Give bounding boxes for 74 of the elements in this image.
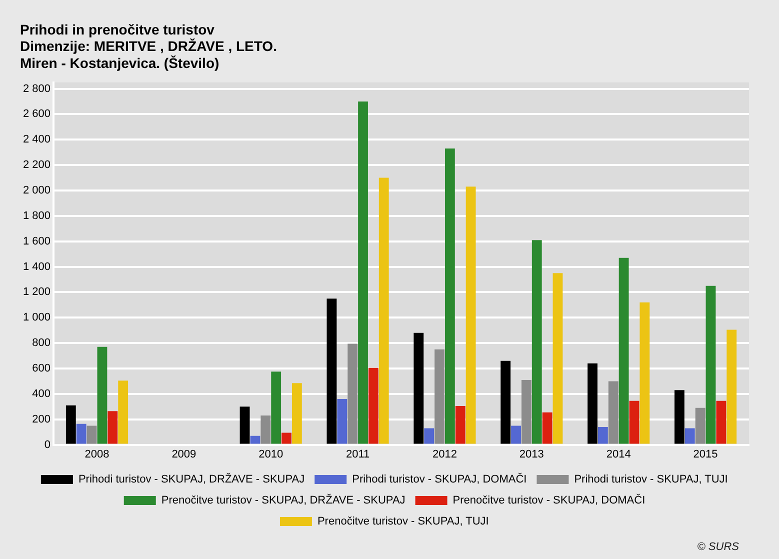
bar	[618, 258, 629, 444]
legend-label: Prenočitve turistov - SKUPAJ, TUJI	[317, 516, 489, 528]
bar	[337, 399, 348, 444]
bar	[348, 344, 358, 444]
bar	[424, 428, 434, 444]
bar	[358, 101, 368, 444]
bar	[444, 148, 455, 444]
bar	[434, 349, 444, 444]
y-tick-label: 200	[32, 413, 51, 426]
x-tick-label: 2014	[606, 448, 631, 460]
bar	[674, 390, 684, 444]
bar	[608, 381, 618, 444]
bar	[552, 273, 563, 444]
y-tick-label: 2 000	[22, 184, 51, 197]
y-tick-label: 400	[32, 388, 51, 400]
y-tick-label: 1 000	[22, 312, 51, 324]
x-tick-label: 2015	[693, 448, 718, 460]
y-tick-label: 2 200	[22, 159, 51, 172]
x-tick-label: 2009	[172, 448, 196, 460]
bar	[726, 330, 737, 444]
bar	[455, 406, 466, 444]
y-tick-label: 2 400	[22, 134, 51, 146]
y-tick-label: 1 800	[22, 210, 51, 222]
bar	[695, 408, 706, 444]
bar	[629, 400, 640, 444]
bar	[378, 178, 389, 444]
bar	[588, 363, 598, 444]
bar	[118, 380, 128, 444]
bar	[326, 298, 337, 444]
chart-title: Prihodi in prenočitve turistov	[20, 21, 215, 38]
bar	[542, 412, 552, 444]
bar	[76, 424, 86, 444]
x-tick-label: 2013	[519, 448, 544, 460]
bar	[250, 436, 260, 444]
bar	[521, 380, 532, 444]
bar	[716, 400, 726, 444]
y-tick-label: 600	[32, 362, 51, 375]
bar	[97, 346, 108, 444]
x-tick-label: 2012	[432, 448, 457, 460]
bar	[260, 416, 271, 444]
bar	[108, 411, 118, 444]
y-tick-label: 1 600	[22, 235, 51, 248]
y-tick-label: 800	[32, 337, 51, 350]
bar	[282, 432, 292, 444]
bar	[532, 240, 542, 444]
bar	[292, 383, 302, 444]
y-tick-label: 2 600	[22, 108, 51, 120]
x-tick-label: 2008	[84, 448, 110, 460]
bar	[271, 372, 282, 444]
text: © SURS	[697, 541, 739, 553]
y-tick-label: 0	[44, 438, 51, 451]
legend-label: Prihodi turistov - SKUPAJ, DRŽAVE - SKUPAJ	[78, 472, 305, 486]
bar	[640, 302, 650, 444]
bar	[511, 426, 521, 444]
x-tick-label: 2010	[258, 448, 284, 460]
legend-label: Prenočitve turistov - SKUPAJ, DRŽAVE - SKUPAJ	[161, 494, 406, 507]
bar	[66, 405, 76, 444]
bar	[706, 286, 716, 444]
legend-label: Prihodi turistov - SKUPAJ, TUJI	[574, 474, 728, 486]
y-tick-label: 1 400	[22, 260, 51, 273]
chart-subtitle: Dimenzije: MERITVE , DRŽAVE , LETO. Miren - Kostanjevica. (Število)	[20, 38, 277, 71]
bar	[598, 427, 608, 444]
bar	[466, 186, 476, 444]
bar	[684, 428, 695, 444]
bar	[368, 368, 378, 444]
legend-label: Prihodi turistov - SKUPAJ, DOMAČI	[352, 472, 527, 486]
bar	[414, 332, 424, 444]
x-tick-label: 2011	[346, 448, 370, 460]
legend-label: Prenočitve turistov - SKUPAJ, DOMAČI	[452, 494, 646, 507]
bar	[500, 360, 511, 444]
y-tick-label: 2 800	[22, 82, 51, 95]
bar	[240, 406, 250, 444]
bar	[86, 426, 97, 444]
y-tick-label: 1 200	[22, 286, 51, 298]
